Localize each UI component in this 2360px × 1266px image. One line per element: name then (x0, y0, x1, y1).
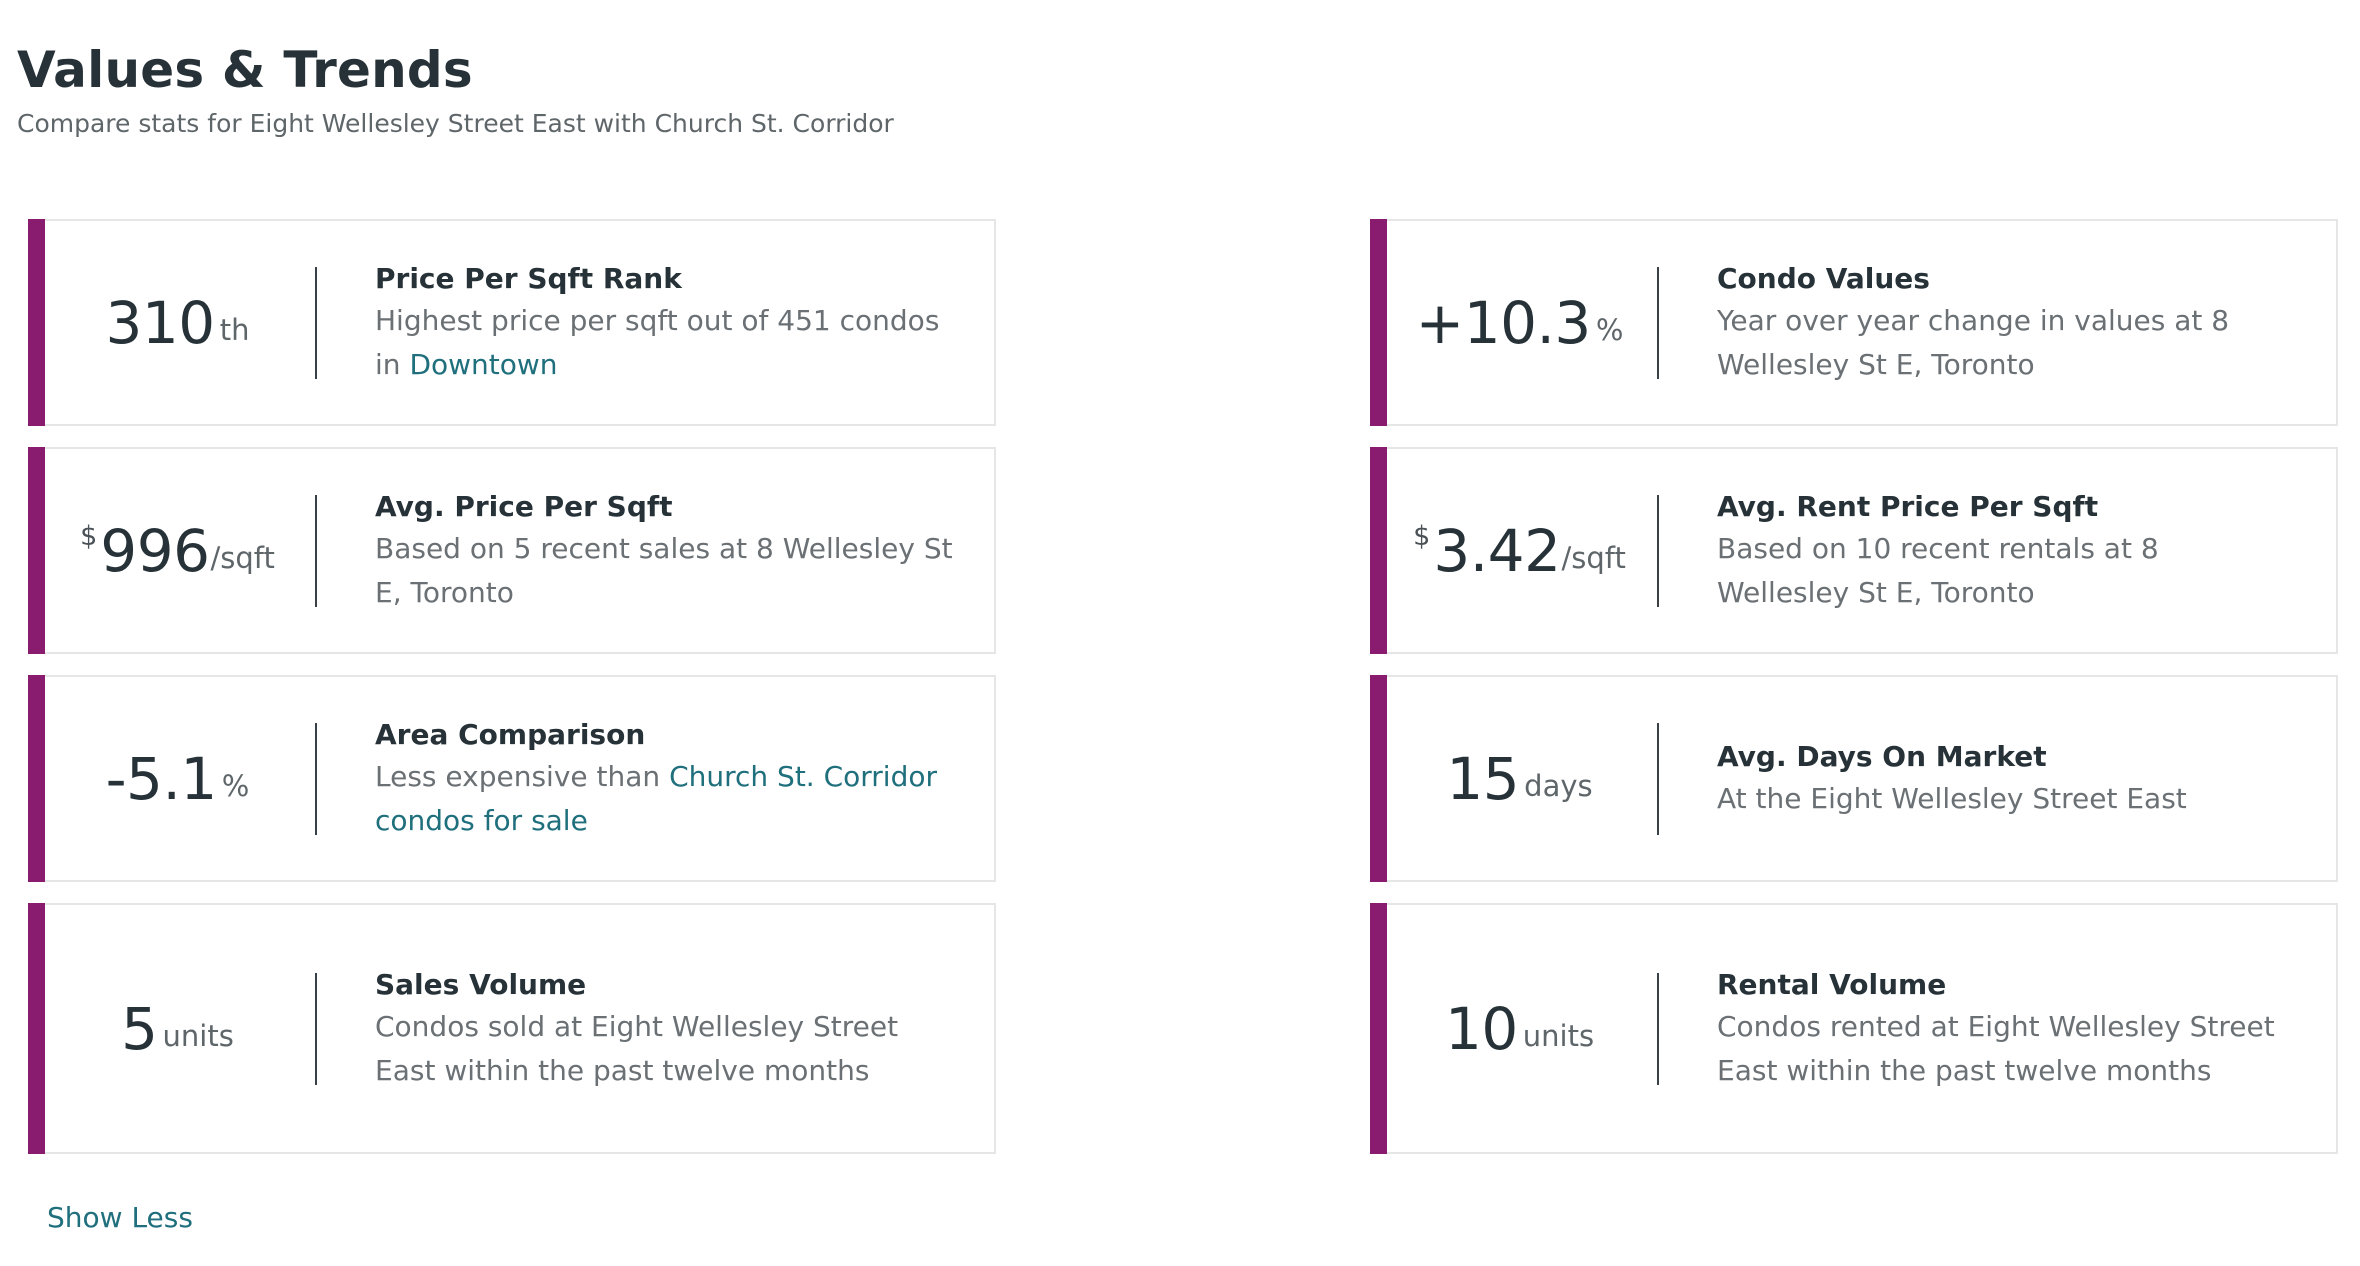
stat-number: 15 (1446, 744, 1520, 813)
currency-symbol: $ (1413, 521, 1431, 552)
card-divider (315, 722, 317, 835)
card-divider (1657, 972, 1659, 1085)
avg-rent-card: $ 3.42 /sqft Avg. Rent Price Per Sqft Ba… (1370, 447, 2338, 654)
card-accent-bar (1370, 219, 1387, 426)
card-description-text: Less expensive than (375, 759, 670, 793)
card-text: Price Per Sqft Rank Highest price per sq… (375, 221, 954, 424)
stat-number: -5.1 (105, 744, 218, 813)
card-text: Condo Values Year over year change in va… (1717, 221, 2296, 424)
card-description: Less expensive than Church St. Corridor … (375, 755, 954, 843)
stat-number: +10.3 (1415, 288, 1592, 357)
card-description: Condos sold at Eight Wellesley Street Ea… (375, 1009, 899, 1087)
card-text: Rental Volume Condos rented at Eight Wel… (1717, 905, 2296, 1152)
card-accent-bar (28, 219, 45, 426)
area-comparison-card: -5.1 % Area Comparison Less expensive th… (28, 675, 996, 882)
card-description: Condos rented at Eight Wellesley Street … (1717, 1009, 2275, 1087)
card-divider (315, 494, 317, 607)
card-text: Avg. Price Per Sqft Based on 5 recent sa… (375, 449, 954, 652)
card-divider (1657, 266, 1659, 379)
sales-volume-card: 5 units Sales Volume Condos sold at Eigh… (28, 903, 996, 1154)
card-text: Avg. Days On Market At the Eight Wellesl… (1717, 677, 2296, 880)
card-description: At the Eight Wellesley Street East (1717, 781, 2187, 815)
church-st-corridor-link[interactable]: Church St. Corridor condos for sale (375, 759, 938, 837)
stat-number: 5 (121, 994, 158, 1063)
card-text: Area Comparison Less expensive than Chur… (375, 677, 954, 880)
stat-value: +10.3 % (1387, 221, 1652, 424)
show-less-button[interactable]: Show Less (47, 1201, 193, 1234)
stat-unit: /sqft (1561, 540, 1626, 575)
card-accent-bar (28, 675, 45, 882)
card-title: Condo Values (1717, 261, 1930, 295)
card-title: Avg. Price Per Sqft (375, 489, 673, 523)
card-accent-bar (1370, 903, 1387, 1154)
card-title: Sales Volume (375, 967, 587, 1001)
price-rank-card: 310 th Price Per Sqft Rank Highest price… (28, 219, 996, 426)
currency-symbol: $ (80, 521, 98, 552)
stat-number: 310 (105, 288, 216, 357)
stat-unit: th (219, 312, 250, 347)
card-title: Avg. Days On Market (1717, 739, 2047, 773)
stat-value: 15 days (1387, 677, 1652, 880)
card-accent-bar (28, 447, 45, 654)
card-description: Based on 10 recent rentals at 8 Wellesle… (1717, 531, 2159, 609)
stat-number: 996 (100, 516, 210, 585)
card-divider (1657, 494, 1659, 607)
stat-value: 310 th (45, 221, 310, 424)
card-description-text: Highest price per sqft out of 451 condos… (375, 303, 940, 381)
stats-grid: 310 th Price Per Sqft Rank Highest price… (28, 219, 2338, 1154)
stat-unit: /sqft (210, 540, 275, 575)
stat-value: -5.1 % (45, 677, 310, 880)
card-title: Price Per Sqft Rank (375, 261, 682, 295)
page-subtitle: Compare stats for Eight Wellesley Street… (17, 109, 894, 138)
avg-price-card: $ 996 /sqft Avg. Price Per Sqft Based on… (28, 447, 996, 654)
card-divider (315, 972, 317, 1085)
card-description: Year over year change in values at 8 Wel… (1717, 303, 2230, 381)
card-text: Avg. Rent Price Per Sqft Based on 10 rec… (1717, 449, 2296, 652)
downtown-link[interactable]: Downtown (409, 347, 558, 381)
rental-volume-card: 10 units Rental Volume Condos rented at … (1370, 903, 2338, 1154)
card-description: Highest price per sqft out of 451 condos… (375, 299, 954, 387)
page-title: Values & Trends (17, 41, 473, 99)
stat-value: $ 3.42 /sqft (1387, 449, 1652, 652)
stat-value: 5 units (45, 905, 310, 1152)
stat-unit: units (1522, 1018, 1595, 1053)
days-on-market-card: 15 days Avg. Days On Market At the Eight… (1370, 675, 2338, 882)
stat-unit: % (221, 768, 250, 803)
stat-value: 10 units (1387, 905, 1652, 1152)
card-title: Rental Volume (1717, 967, 1947, 1001)
stat-value: $ 996 /sqft (45, 449, 310, 652)
stat-number: 10 (1444, 994, 1518, 1063)
stat-unit: % (1595, 312, 1624, 347)
card-accent-bar (1370, 675, 1387, 882)
card-title: Area Comparison (375, 717, 646, 751)
card-accent-bar (28, 903, 45, 1154)
condo-values-card: +10.3 % Condo Values Year over year chan… (1370, 219, 2338, 426)
card-divider (315, 266, 317, 379)
card-divider (1657, 722, 1659, 835)
card-title: Avg. Rent Price Per Sqft (1717, 489, 2099, 523)
card-accent-bar (1370, 447, 1387, 654)
stat-number: 3.42 (1433, 516, 1561, 585)
stat-unit: units (162, 1018, 234, 1053)
card-description: Based on 5 recent sales at 8 Wellesley S… (375, 531, 953, 609)
stat-unit: days (1524, 768, 1593, 803)
card-text: Sales Volume Condos sold at Eight Welles… (375, 905, 954, 1152)
